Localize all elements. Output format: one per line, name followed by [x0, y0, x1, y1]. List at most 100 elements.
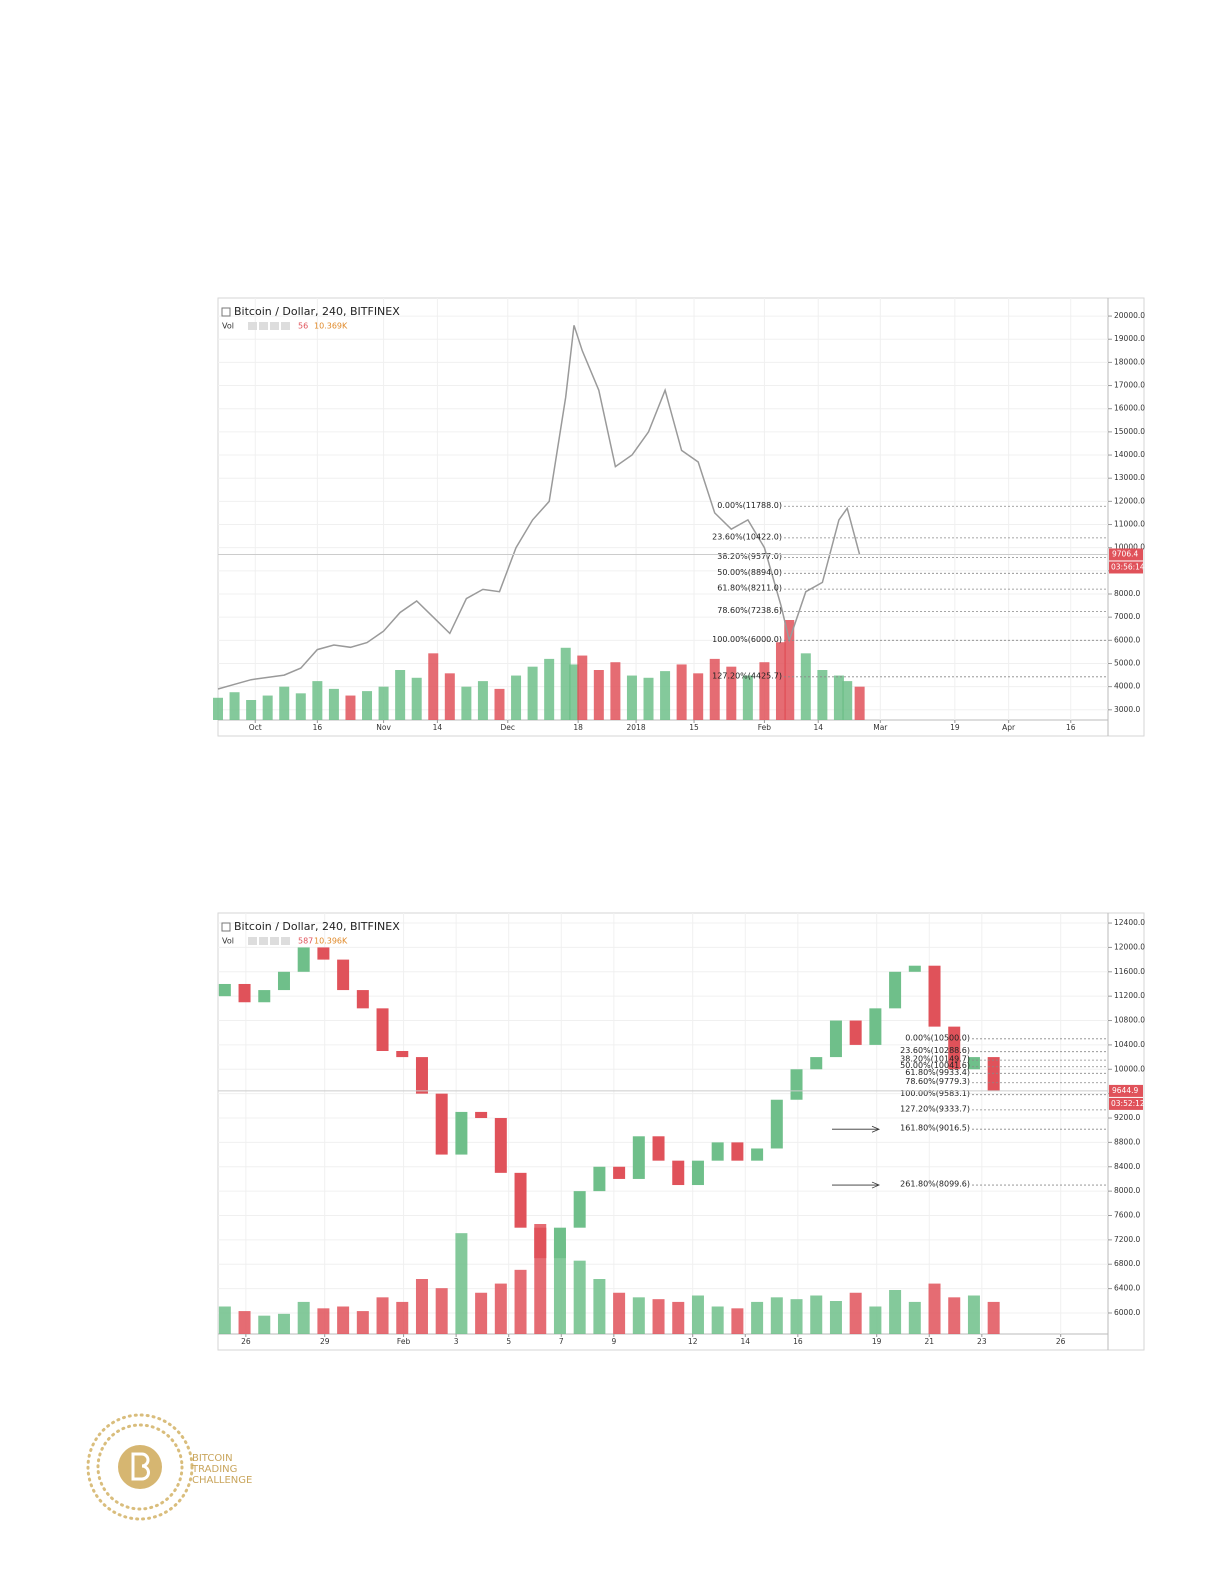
candle	[238, 983, 251, 1003]
y-tick-label: 4000.0	[1114, 682, 1140, 691]
candle	[475, 1111, 488, 1119]
fib-label: 161.80%(9016.5)	[900, 1124, 970, 1133]
toolbar-icon	[259, 322, 268, 330]
y-tick-label: 6800.0	[1114, 1259, 1140, 1268]
candle	[494, 1118, 507, 1173]
volume-bar	[632, 1297, 645, 1334]
y-tick-label: 11600.0	[1114, 967, 1145, 976]
volume-bar	[337, 1306, 350, 1334]
volume-bar	[560, 647, 571, 720]
volume-bar	[396, 1301, 409, 1334]
x-tick-label: Mar	[873, 723, 888, 732]
countdown-tag	[1109, 561, 1143, 574]
logo-b	[131, 1452, 150, 1481]
y-tick-label: 5000.0	[1114, 658, 1140, 667]
y-tick-label: 7200.0	[1114, 1235, 1140, 1244]
volume-bar	[652, 1299, 665, 1334]
candle	[455, 1111, 468, 1155]
candle	[731, 1142, 744, 1161]
y-tick-label: 8000.0	[1114, 589, 1140, 598]
volume-bar	[691, 1295, 704, 1334]
volume-bar	[967, 1295, 980, 1334]
volume-bar	[849, 1292, 862, 1334]
y-tick-label: 10800.0	[1114, 1016, 1145, 1025]
volume-bar	[889, 1290, 902, 1334]
y-tick-label: 12400.0	[1114, 918, 1145, 927]
volume-bar	[928, 1283, 941, 1334]
x-tick-label: 26	[241, 1337, 251, 1346]
x-tick-label: 14	[813, 723, 823, 732]
volume-bar	[610, 662, 621, 720]
candle	[849, 1020, 862, 1045]
x-tick-label: 3	[454, 1337, 459, 1346]
volume-bar	[854, 686, 865, 720]
x-tick-label: 2018	[627, 723, 646, 732]
volume-bar	[514, 1269, 527, 1334]
x-tick-label: 15	[689, 723, 699, 732]
candle	[514, 1172, 527, 1228]
volume-bar	[742, 675, 753, 720]
candle	[632, 1136, 645, 1179]
candle	[534, 1227, 547, 1259]
fib-label: 61.80%(9933.4)	[905, 1068, 970, 1077]
x-tick-label: Apr	[1002, 723, 1016, 732]
x-tick-label: 19	[950, 723, 960, 732]
candle	[297, 947, 310, 972]
volume-last: 587	[298, 937, 313, 946]
volume-bar	[238, 1311, 251, 1334]
fib-label: 50.00%(10041.6)	[900, 1061, 970, 1070]
countdown-label: 03:56:14	[1111, 562, 1145, 571]
y-tick-label: 12000.0	[1114, 942, 1145, 951]
volume-bar	[709, 658, 720, 720]
x-tick-label: 19	[872, 1337, 882, 1346]
volume-bar	[643, 677, 654, 720]
y-tick-label: 7000.0	[1114, 612, 1140, 621]
x-tick-label: 18	[573, 723, 583, 732]
volume-bar	[672, 1301, 685, 1334]
price-tag	[1109, 548, 1143, 561]
toolbar-icon	[270, 937, 279, 945]
volume-bar	[345, 695, 356, 720]
volume-bar	[693, 673, 704, 720]
x-tick-label: 29	[320, 1337, 330, 1346]
y-tick-label: 12000.0	[1114, 496, 1145, 505]
volume-bar	[613, 1292, 626, 1334]
y-tick-label: 8000.0	[1114, 1186, 1140, 1195]
volume-bar	[312, 681, 323, 720]
volume-bar	[726, 666, 737, 720]
y-tick-label: 14000.0	[1114, 450, 1145, 459]
candle	[751, 1148, 764, 1161]
volume-bar	[494, 1283, 507, 1334]
volume-bar	[444, 673, 455, 720]
volume-bar	[428, 653, 439, 720]
x-tick-label: Feb	[758, 723, 772, 732]
volume-bar	[218, 1306, 231, 1334]
volume-bar	[626, 675, 637, 720]
x-tick-label: 16	[793, 1337, 803, 1346]
chart-title: Bitcoin / Dollar, 240, BITFINEX	[234, 305, 400, 318]
candle	[672, 1160, 685, 1186]
candle	[258, 990, 271, 1003]
volume-bar	[475, 1292, 488, 1334]
volume-bar	[362, 691, 373, 720]
y-tick-label: 10000.0	[1114, 543, 1145, 552]
countdown-tag	[1109, 1097, 1143, 1110]
arrow-head	[871, 1181, 881, 1189]
volume-bar	[415, 1279, 428, 1334]
toolbar-icon	[281, 322, 290, 330]
candle	[987, 1057, 1000, 1091]
candle	[218, 983, 231, 997]
volume-bar	[833, 675, 844, 720]
volume-bar	[573, 1260, 586, 1334]
toolbar-icon	[259, 937, 268, 945]
volume-bar	[660, 671, 671, 720]
fib-label: 38.20%(9577.0)	[717, 552, 782, 561]
candle	[711, 1142, 724, 1161]
logo-text: TRADING	[191, 1464, 237, 1475]
volume-bar	[297, 1301, 310, 1334]
x-tick-label: Feb	[397, 1337, 411, 1346]
y-tick-label: 18000.0	[1114, 357, 1145, 366]
candle	[317, 947, 330, 960]
x-tick-label: 16	[1066, 723, 1076, 732]
